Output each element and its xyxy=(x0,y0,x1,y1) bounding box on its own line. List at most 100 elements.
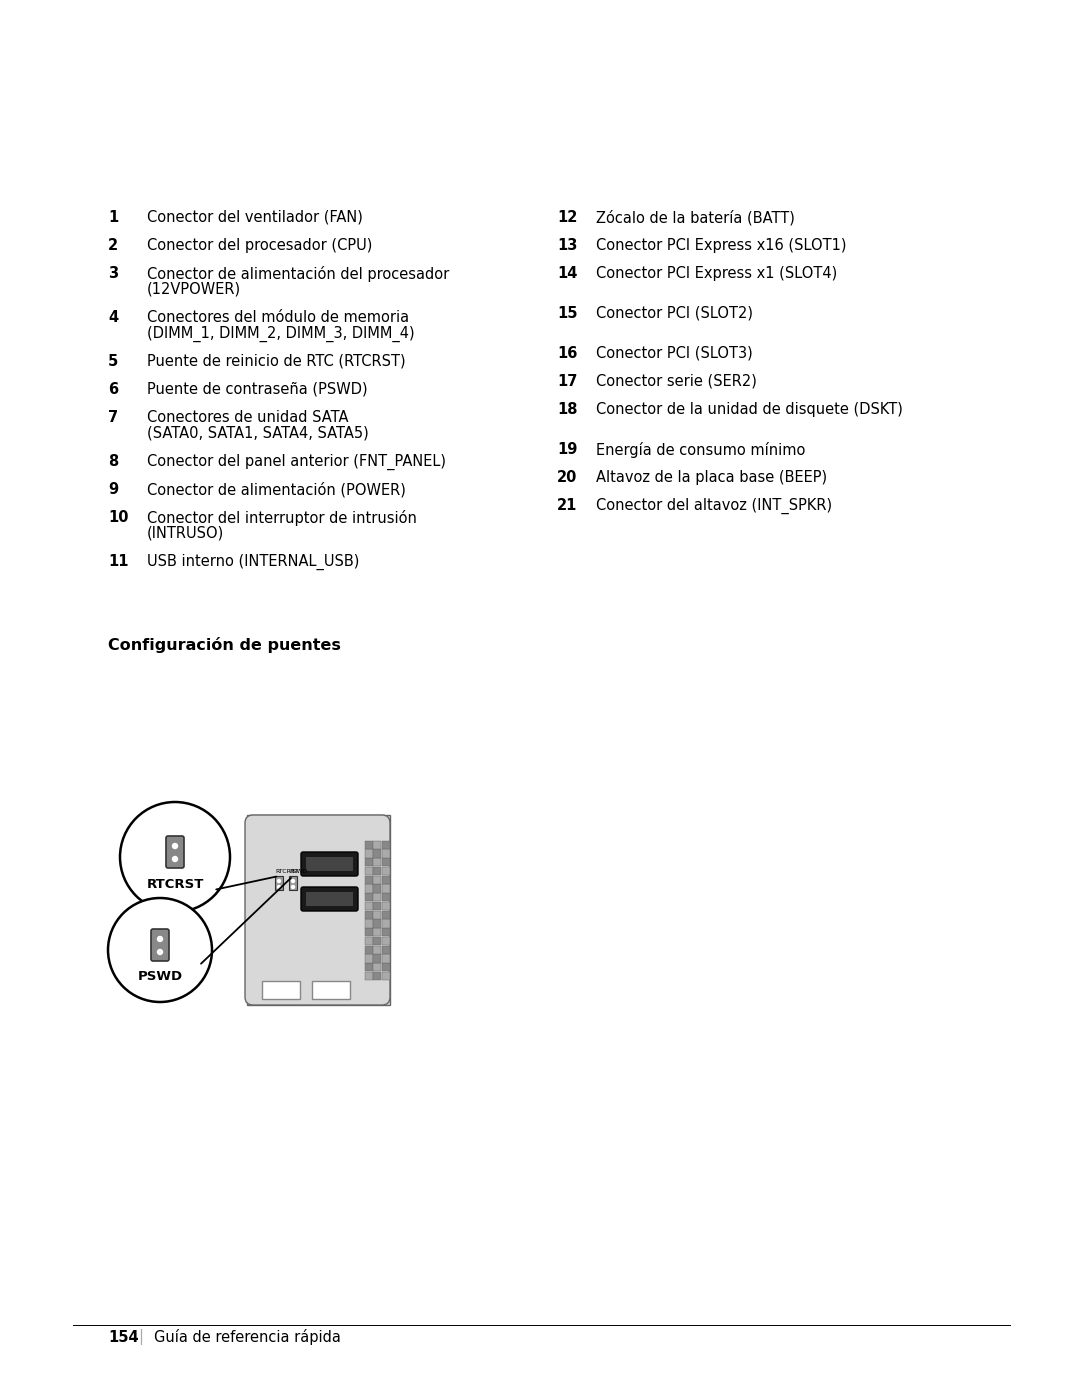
Bar xyxy=(262,981,300,999)
Text: USB interno (INTERNAL_USB): USB interno (INTERNAL_USB) xyxy=(147,555,360,570)
Text: 8: 8 xyxy=(108,454,118,469)
Bar xyxy=(374,884,381,893)
Bar xyxy=(306,893,353,907)
Bar xyxy=(381,893,390,901)
Text: Conector PCI Express x1 (SLOT4): Conector PCI Express x1 (SLOT4) xyxy=(596,265,837,281)
Text: Altavoz de la placa base (BEEP): Altavoz de la placa base (BEEP) xyxy=(596,469,827,485)
Text: 21: 21 xyxy=(557,497,578,513)
Text: 2: 2 xyxy=(108,237,118,253)
Bar xyxy=(365,849,373,858)
Bar xyxy=(381,946,390,954)
Bar xyxy=(374,963,381,971)
Bar xyxy=(381,972,390,981)
Bar xyxy=(381,928,390,936)
Bar xyxy=(374,946,381,954)
Text: 14: 14 xyxy=(557,265,578,281)
Text: Conector PCI (SLOT2): Conector PCI (SLOT2) xyxy=(596,306,753,321)
Text: 154: 154 xyxy=(108,1330,138,1345)
Text: (SATA0, SATA1, SATA4, SATA5): (SATA0, SATA1, SATA4, SATA5) xyxy=(147,426,368,441)
Circle shape xyxy=(278,880,281,883)
Text: 1: 1 xyxy=(108,210,118,225)
Text: 17: 17 xyxy=(557,374,578,388)
Bar xyxy=(374,893,381,901)
Circle shape xyxy=(292,880,295,883)
Bar xyxy=(381,919,390,928)
Text: Zócalo de la batería (BATT): Zócalo de la batería (BATT) xyxy=(596,210,795,225)
Bar xyxy=(374,866,381,875)
Text: 11: 11 xyxy=(108,555,129,569)
Text: 13: 13 xyxy=(557,237,578,253)
Text: Puente de reinicio de RTC (RTCRST): Puente de reinicio de RTC (RTCRST) xyxy=(147,353,406,369)
Bar xyxy=(374,911,381,919)
Text: 20: 20 xyxy=(557,469,578,485)
Text: (INTRUSO): (INTRUSO) xyxy=(147,527,225,541)
Bar xyxy=(365,901,373,909)
Text: Conector de alimentación (POWER): Conector de alimentación (POWER) xyxy=(147,482,406,497)
Bar xyxy=(365,937,373,944)
Text: Puente de contraseña (PSWD): Puente de contraseña (PSWD) xyxy=(147,381,367,397)
Bar xyxy=(374,849,381,858)
Text: Energía de consumo mínimo: Energía de consumo mínimo xyxy=(596,441,806,458)
Text: Configuración de puentes: Configuración de puentes xyxy=(108,637,341,652)
Bar xyxy=(374,919,381,928)
Text: (DIMM_1, DIMM_2, DIMM_3, DIMM_4): (DIMM_1, DIMM_2, DIMM_3, DIMM_4) xyxy=(147,326,415,342)
Circle shape xyxy=(108,898,212,1002)
Text: Conector serie (SER2): Conector serie (SER2) xyxy=(596,374,757,388)
Text: RTCRST: RTCRST xyxy=(146,879,204,891)
Text: Conector del panel anterior (FNT_PANEL): Conector del panel anterior (FNT_PANEL) xyxy=(147,454,446,471)
Text: 7: 7 xyxy=(108,409,118,425)
Bar xyxy=(381,901,390,909)
Text: 6: 6 xyxy=(108,381,118,397)
Bar xyxy=(312,981,350,999)
Circle shape xyxy=(173,844,177,848)
Bar xyxy=(365,866,373,875)
Bar xyxy=(381,858,390,866)
Circle shape xyxy=(292,886,295,888)
Bar xyxy=(365,963,373,971)
Text: 10: 10 xyxy=(108,510,129,525)
Text: Conector del procesador (CPU): Conector del procesador (CPU) xyxy=(147,237,373,253)
Bar xyxy=(374,928,381,936)
Text: Guía de referencia rápida: Guía de referencia rápida xyxy=(154,1329,341,1345)
Bar xyxy=(365,928,373,936)
Bar xyxy=(365,946,373,954)
Bar xyxy=(374,972,381,981)
Bar xyxy=(374,901,381,909)
Bar xyxy=(381,911,390,919)
Text: 16: 16 xyxy=(557,346,578,360)
Text: Conector PCI (SLOT3): Conector PCI (SLOT3) xyxy=(596,346,753,360)
FancyBboxPatch shape xyxy=(151,929,168,961)
Text: 19: 19 xyxy=(557,441,578,457)
Bar xyxy=(374,937,381,944)
Text: Conector PCI Express x16 (SLOT1): Conector PCI Express x16 (SLOT1) xyxy=(596,237,847,253)
Text: 5: 5 xyxy=(108,353,118,369)
Bar xyxy=(374,876,381,884)
Text: 12: 12 xyxy=(557,210,578,225)
Bar xyxy=(381,884,390,893)
Bar xyxy=(374,954,381,963)
Bar xyxy=(374,858,381,866)
Bar xyxy=(365,841,373,849)
FancyBboxPatch shape xyxy=(245,814,390,1004)
Bar xyxy=(365,884,373,893)
Circle shape xyxy=(158,950,162,954)
Text: PSWD: PSWD xyxy=(289,869,308,875)
Text: 18: 18 xyxy=(557,402,578,416)
FancyBboxPatch shape xyxy=(166,835,184,868)
Bar xyxy=(381,937,390,944)
Bar xyxy=(381,876,390,884)
Text: Conectores de unidad SATA: Conectores de unidad SATA xyxy=(147,409,349,425)
Circle shape xyxy=(158,936,162,942)
Bar xyxy=(365,954,373,963)
Text: Conectores del módulo de memoria: Conectores del módulo de memoria xyxy=(147,310,409,326)
Text: Conector de la unidad de disquete (DSKT): Conector de la unidad de disquete (DSKT) xyxy=(596,402,903,416)
Bar xyxy=(289,876,297,890)
Text: 3: 3 xyxy=(108,265,118,281)
Text: |: | xyxy=(138,1329,143,1345)
Text: 9: 9 xyxy=(108,482,118,497)
Text: Conector de alimentación del procesador: Conector de alimentación del procesador xyxy=(147,265,449,282)
Circle shape xyxy=(120,802,230,912)
FancyBboxPatch shape xyxy=(301,887,357,911)
Text: PSWD: PSWD xyxy=(137,970,183,982)
Circle shape xyxy=(278,886,281,888)
